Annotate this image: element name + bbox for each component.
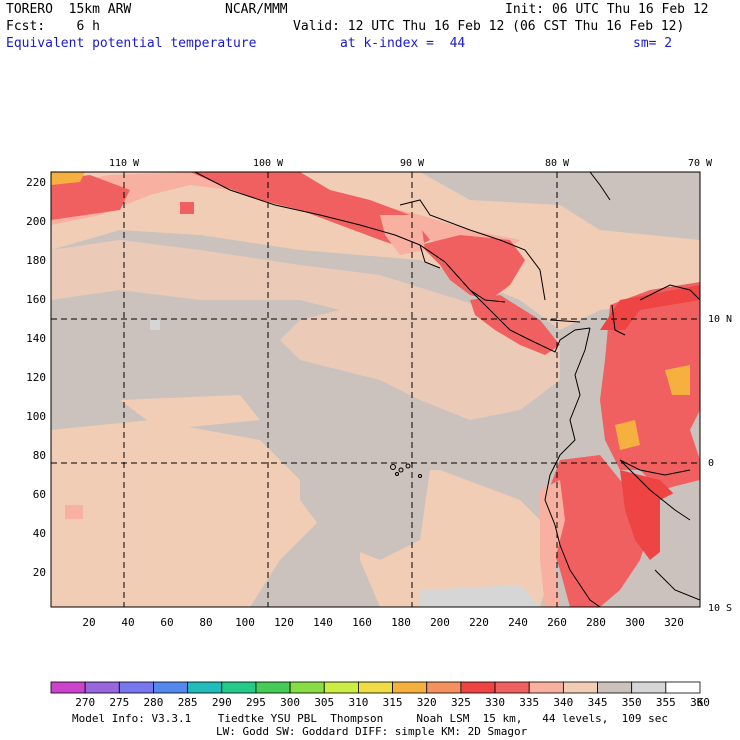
lon-label: 90 W: [400, 158, 425, 169]
model-title: TORERO 15km ARW: [6, 2, 132, 17]
colorbar-label: 340: [553, 696, 573, 709]
colorbar: 270 275 280 285 290 295 300 305 310 315 320 325 330 3…: [50, 681, 710, 709]
x-tick-label: 280: [586, 616, 606, 629]
x-tick-label: 100: [235, 616, 255, 629]
lat-label: 10 S: [708, 603, 732, 614]
shaded-field: [51, 172, 700, 607]
latitude-labels: 10 N 0 10 S: [708, 314, 732, 614]
y-axis: 220 200 180 160 140 120 100 80 60 40 20: [26, 176, 46, 579]
colorbar-swatch: [494, 681, 530, 694]
y-tick-label: 160: [26, 293, 46, 306]
colorbar-label: 280: [144, 696, 164, 709]
colorbar-label: 310: [348, 696, 368, 709]
colorbar-swatch: [50, 681, 86, 694]
model-info-line1: Model Info: V3.3.1 Tiedtke YSU PBL Thomp…: [72, 712, 669, 725]
colorbar-label: 315: [383, 696, 403, 709]
lon-label: 100 W: [253, 158, 284, 169]
colorbar-swatch: [460, 681, 496, 694]
colorbar-swatch: [358, 681, 393, 694]
lat-label: 0: [708, 458, 714, 469]
x-tick-label: 20: [82, 616, 95, 629]
colorbar-label: 295: [246, 696, 266, 709]
field-title: Equivalent potential temperature: [6, 36, 257, 51]
lon-label: 70 W: [688, 158, 713, 169]
colorbar-swatch: [255, 681, 291, 694]
colorbar-label: 330: [485, 696, 505, 709]
y-tick-label: 80: [33, 449, 46, 462]
x-tick-label: 120: [274, 616, 294, 629]
colorbar-swatch: [289, 681, 325, 694]
colorbar-label: 275: [109, 696, 129, 709]
y-tick-label: 60: [33, 488, 46, 501]
colorbar-label: 355: [656, 696, 676, 709]
colorbar-swatch: [392, 681, 428, 694]
colorbar-label: 345: [588, 696, 608, 709]
forecast-hour: Fcst: 6 h: [6, 19, 100, 34]
lon-label: 80 W: [545, 158, 570, 169]
colorbar-label: 300: [280, 696, 300, 709]
x-axis: 20 40 60 80 100 120 140 160 180 200 220 …: [82, 616, 684, 629]
colorbar-label: 305: [314, 696, 334, 709]
colorbar-label: 270: [75, 696, 95, 709]
colorbar-label: 335: [519, 696, 539, 709]
colorbar-label: 325: [451, 696, 471, 709]
colorbar-label: 285: [178, 696, 198, 709]
colorbar-swatch: [597, 681, 633, 694]
lat-lon-grid: [51, 172, 700, 607]
colorbar-swatch: [187, 681, 223, 694]
x-tick-label: 240: [508, 616, 528, 629]
y-tick-label: 120: [26, 371, 46, 384]
init-time: Init: 06 UTC Thu 16 Feb 12: [505, 2, 709, 17]
colorbar-swatch: [118, 681, 154, 694]
colorbar-swatch: [84, 681, 120, 694]
y-tick-label: 100: [26, 410, 46, 423]
y-tick-label: 140: [26, 332, 46, 345]
x-tick-label: 300: [625, 616, 645, 629]
model-info-line2: LW: Godd SW: Goddard DIFF: simple KM: 2D…: [216, 725, 528, 738]
colorbar-unit: K: [697, 696, 704, 709]
smoothing-label: sm= 2: [633, 36, 673, 51]
x-tick-label: 60: [160, 616, 173, 629]
x-tick-label: 180: [391, 616, 411, 629]
y-tick-label: 180: [26, 254, 46, 267]
colorbar-swatch: [665, 681, 701, 694]
colorbar-swatch: [528, 681, 564, 694]
colorbar-swatch: [221, 681, 257, 694]
colorbar-label: 350: [622, 696, 642, 709]
y-tick-label: 20: [33, 566, 46, 579]
valid-time: Valid: 12 UTC Thu 16 Feb 12 (06 CST Thu …: [293, 19, 685, 34]
center-label: NCAR/MMM: [225, 2, 288, 17]
map-frame: [50, 171, 701, 608]
colorbar-label: 290: [212, 696, 232, 709]
y-tick-label: 220: [26, 176, 46, 189]
colorbar-label: 320: [417, 696, 437, 709]
x-tick-label: 40: [121, 616, 134, 629]
colorbar-swatch: [631, 681, 667, 694]
y-tick-label: 200: [26, 215, 46, 228]
colorbar-label: 360: [690, 696, 710, 709]
x-tick-label: 220: [469, 616, 489, 629]
colorbar-swatch: [323, 681, 359, 694]
x-tick-label: 320: [664, 616, 684, 629]
x-tick-label: 80: [199, 616, 212, 629]
lat-label: 10 N: [708, 314, 732, 325]
y-tick-label: 40: [33, 527, 46, 540]
longitude-labels: 110 W 100 W 90 W 80 W 70 W: [109, 158, 713, 169]
colorbar-swatch: [426, 681, 462, 694]
x-tick-label: 160: [352, 616, 372, 629]
colorbar-swatch: [562, 681, 598, 694]
x-tick-label: 260: [547, 616, 567, 629]
lon-label: 110 W: [109, 158, 140, 169]
level-label: at k-index = 44: [340, 36, 466, 51]
x-tick-label: 140: [313, 616, 333, 629]
colorbar-swatch: [153, 681, 189, 694]
x-tick-label: 200: [430, 616, 450, 629]
